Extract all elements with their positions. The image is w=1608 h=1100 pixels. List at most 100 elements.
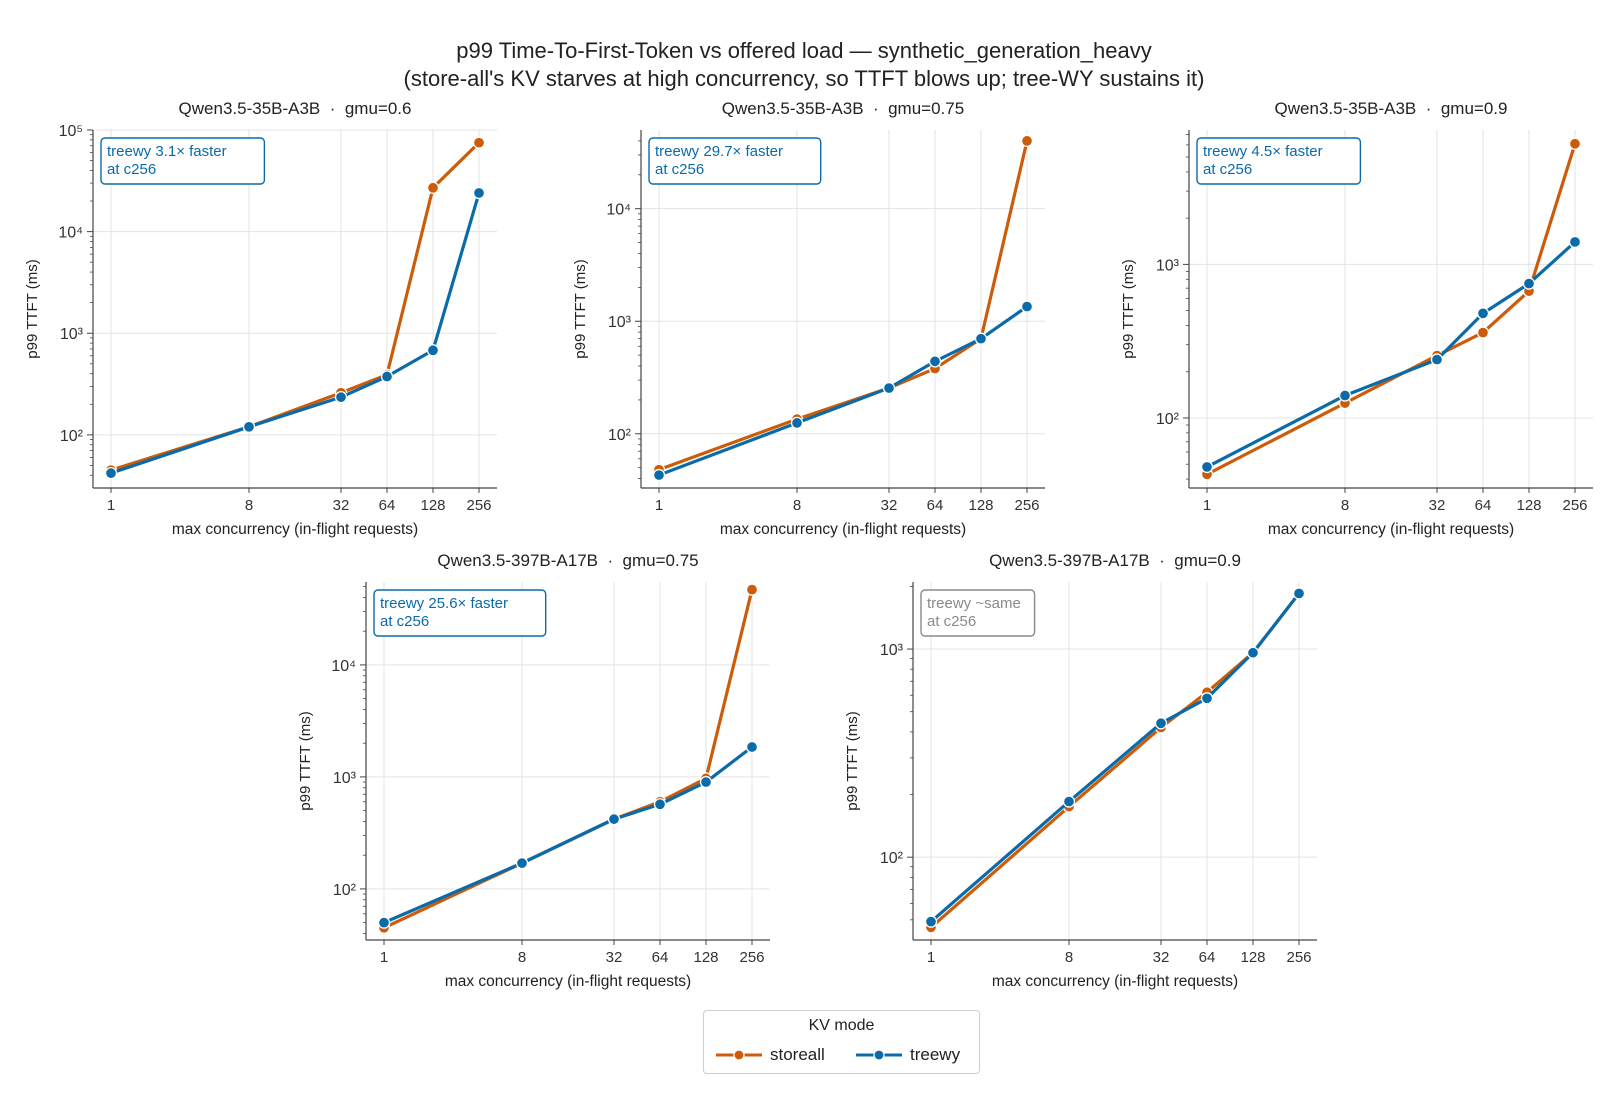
series-line-storeall [658, 140, 1029, 472]
annotation-text: treewy 25.6× faster [380, 595, 508, 612]
x-tick-label: 8 [793, 497, 801, 514]
chart-panel-3: 1 8 32 64 128 256 10² 10³ max concurrency (in-fl… [1120, 99, 1593, 538]
x-tick-label: 32 [606, 949, 623, 966]
series-line-treewy [929, 592, 1301, 923]
point-treewy [928, 355, 942, 368]
point-treewy [653, 798, 667, 811]
legend-marker-storeall [716, 1049, 762, 1061]
legend-title: KV mode [808, 1017, 875, 1034]
y-axis-label: p99 TTFT (ms) [24, 259, 41, 358]
x-tick-label: 64 [652, 949, 669, 966]
y-tick-label: 10² [1156, 411, 1180, 428]
x-tick-label: 64 [927, 497, 944, 514]
y-tick-label: 10³ [1156, 257, 1180, 274]
x-axis-label: max concurrency (in-flight requests) [720, 521, 966, 538]
point-treewy [924, 915, 938, 928]
point-storeall [745, 583, 759, 596]
point-treewy [1246, 646, 1260, 659]
legend-label-treewy: treewy [910, 1045, 961, 1064]
chart-title: Qwen3.5-397B-A17B · gmu=0.9 [989, 551, 1241, 570]
point-treewy [426, 344, 440, 357]
point-treewy [1338, 389, 1352, 402]
x-tick-label: 64 [1475, 497, 1492, 514]
x-tick-label: 256 [1014, 497, 1039, 514]
legend-label-storeall: storeall [770, 1045, 825, 1064]
x-tick-label: 32 [1429, 497, 1446, 514]
annotation-box [373, 589, 547, 637]
annotation-text: at c256 [655, 161, 704, 178]
annotation-text: treewy 29.7× faster [655, 143, 783, 160]
point-treewy [1522, 277, 1536, 290]
x-tick-label: 256 [1562, 497, 1587, 514]
point-treewy [242, 420, 256, 433]
point-treewy [1062, 795, 1076, 808]
y-tick-label: 10⁴ [331, 658, 356, 675]
point-treewy [1200, 692, 1214, 705]
x-tick-label: 1 [927, 949, 935, 966]
x-tick-label: 1 [655, 497, 663, 514]
series-line-treewy [658, 305, 1028, 477]
y-tick-label: 10³ [608, 314, 632, 331]
x-tick-label: 32 [333, 497, 350, 514]
x-axis-label: max concurrency (in-flight requests) [445, 973, 691, 990]
annotation-box [100, 137, 266, 185]
x-tick-label: 128 [1240, 949, 1265, 966]
series-line-storeall [383, 589, 754, 930]
chart-title: Qwen3.5-35B-A3B · gmu=0.6 [179, 99, 412, 118]
y-tick-label: 10³ [333, 770, 357, 787]
y-tick-label: 10³ [880, 642, 904, 659]
x-tick-label: 64 [379, 497, 396, 514]
x-tick-label: 32 [1153, 949, 1170, 966]
annotation-text: treewy 4.5× faster [1203, 143, 1323, 160]
x-tick-label: 1 [1203, 497, 1211, 514]
annotation-text: at c256 [107, 161, 156, 178]
y-tick-label: 10⁴ [58, 225, 83, 242]
x-tick-label: 8 [1065, 949, 1073, 966]
x-tick-label: 8 [245, 497, 253, 514]
point-treewy [515, 856, 529, 870]
x-tick-label: 128 [693, 949, 718, 966]
x-tick-label: 8 [518, 949, 526, 966]
y-tick-label: 10³ [60, 326, 84, 343]
point-treewy [1020, 300, 1034, 313]
x-tick-label: 32 [881, 497, 898, 514]
chart-title: Qwen3.5-35B-A3B · gmu=0.9 [1275, 99, 1508, 118]
point-storeall [426, 181, 440, 194]
y-tick-label: 10² [880, 850, 904, 867]
y-tick-label: 10⁵ [59, 123, 83, 140]
point-treewy [652, 468, 666, 482]
annotation-text: treewy 3.1× faster [107, 143, 227, 160]
y-tick-label: 10² [608, 427, 632, 444]
annotation-box [648, 137, 822, 185]
point-treewy [472, 186, 486, 200]
x-tick-label: 1 [107, 497, 115, 514]
chart-panel-5: 1 8 32 64 128 256 10² 10³ max concurrency (in-fl… [844, 551, 1317, 990]
series-line-storeall [1206, 143, 1577, 476]
series-line-treewy [1206, 240, 1577, 469]
y-axis-label: p99 TTFT (ms) [1120, 259, 1137, 358]
x-axis-label: max concurrency (in-flight requests) [992, 973, 1238, 990]
x-tick-label: 128 [968, 497, 993, 514]
figure-title: p99 Time-To-First-Token vs offered load … [456, 38, 1152, 63]
annotation-box [1196, 137, 1362, 185]
series-line-treewy [110, 192, 481, 475]
annotation-text: at c256 [380, 613, 429, 630]
y-axis-label: p99 TTFT (ms) [844, 711, 861, 810]
x-axis-label: max concurrency (in-flight requests) [1268, 521, 1514, 538]
point-treewy [790, 416, 804, 430]
x-tick-label: 1 [380, 949, 388, 966]
chart-title: Qwen3.5-35B-A3B · gmu=0.75 [722, 99, 964, 118]
point-treewy [1200, 460, 1214, 474]
y-axis-label: p99 TTFT (ms) [297, 711, 314, 810]
x-tick-label: 64 [1199, 949, 1216, 966]
point-treewy [1430, 353, 1444, 366]
x-axis-label: max concurrency (in-flight requests) [172, 521, 418, 538]
figure-subtitle: (store-all's KV starves at high concurre… [403, 66, 1205, 91]
annotation-text: treewy ~same [927, 595, 1021, 612]
point-storeall [1568, 137, 1582, 150]
point-treewy [1568, 235, 1582, 249]
chart-panel-1: 1 8 32 64 128 256 10² 10³ 10⁴ 10⁵ max concurrency … [24, 99, 497, 538]
legend-marker-treewy [856, 1049, 902, 1061]
x-tick-label: 128 [420, 497, 445, 514]
